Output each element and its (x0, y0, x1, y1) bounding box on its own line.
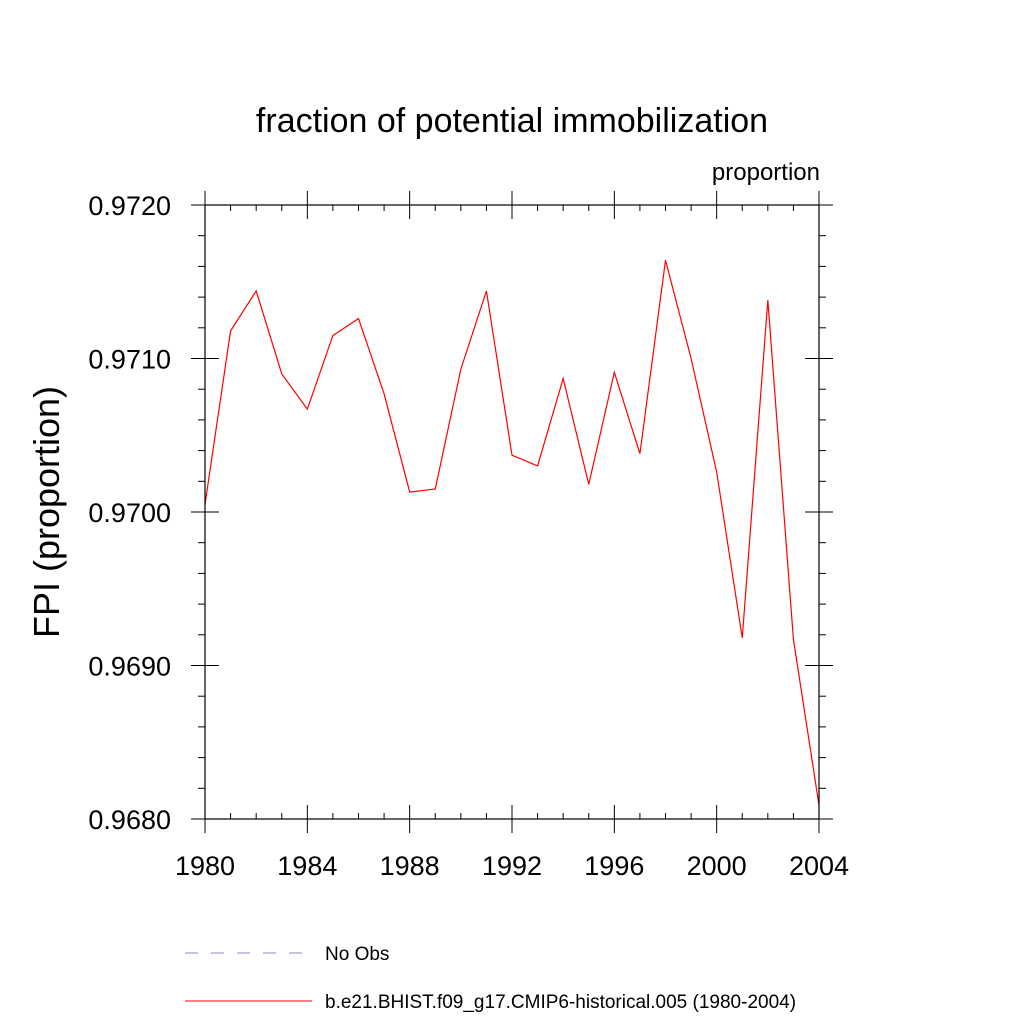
x-tick-labels: 1980 1984 1988 1992 1996 2000 2004 (175, 851, 849, 881)
legend-label-historical: b.e21.BHIST.f09_g17.CMIP6-historical.005… (325, 992, 796, 1013)
x-tick-label: 1992 (482, 851, 542, 881)
y-tick-label: 0.9680 (88, 805, 171, 835)
minor-ticks (198, 205, 826, 819)
x-tick-label: 1984 (277, 851, 337, 881)
chart-title: fraction of potential immobilization (256, 102, 768, 140)
y-tick-label: 0.9710 (88, 345, 171, 375)
x-tick-label: 2000 (687, 851, 747, 881)
y-axis-label: FPI (proportion) (26, 386, 67, 638)
x-tick-label: 1980 (175, 851, 235, 881)
major-ticks (191, 191, 833, 833)
y-tick-label: 0.9700 (88, 498, 171, 528)
y-tick-label: 0.9720 (88, 191, 171, 221)
series-line-0 (204, 260, 820, 806)
x-tick-label: 1988 (380, 851, 440, 881)
series-group (204, 260, 820, 806)
x-tick-label: 2004 (789, 851, 849, 881)
y-tick-label: 0.9690 (88, 652, 171, 682)
plot-frame (204, 204, 820, 820)
legend-label-no-obs: No Obs (325, 944, 389, 965)
y-tick-labels: 0.9680 0.9690 0.9700 0.9710 0.9720 (88, 191, 171, 835)
legend: No Obs b.e21.BHIST.f09_g17.CMIP6-histori… (185, 944, 796, 1013)
units-label: proportion (712, 159, 820, 186)
x-tick-label: 1996 (584, 851, 644, 881)
